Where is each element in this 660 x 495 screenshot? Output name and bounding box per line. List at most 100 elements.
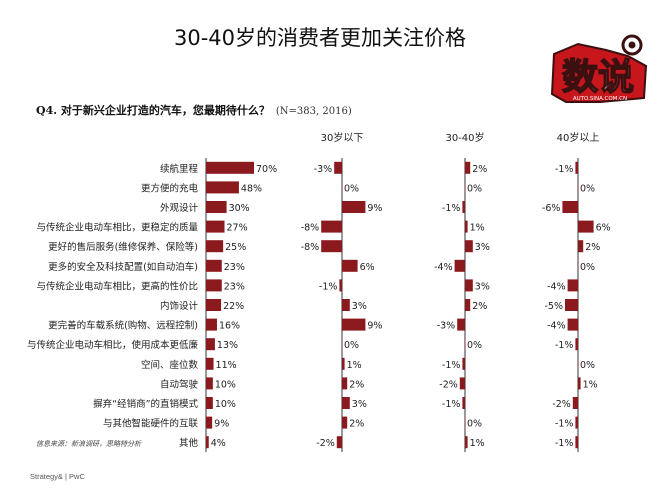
difference-value-label: 2% xyxy=(349,379,364,390)
difference-bar xyxy=(342,338,343,351)
overall-value-label: 23% xyxy=(224,281,245,292)
difference-value-label: -1% xyxy=(555,438,574,449)
difference-value-label: 0% xyxy=(467,183,482,194)
sample-size: (N=383, 2016) xyxy=(275,106,352,117)
difference-value-label: -8% xyxy=(301,223,320,234)
overall-bar xyxy=(206,357,214,370)
source-note: 信息来源：新浪调研，思略特分析 xyxy=(36,440,141,448)
category-label: 更方便的充电 xyxy=(141,182,199,194)
difference-bar xyxy=(465,240,473,253)
difference-value-label: 1% xyxy=(347,360,362,371)
difference-value-label: 0% xyxy=(580,183,595,194)
difference-bar xyxy=(578,220,594,233)
overall-bar xyxy=(206,240,224,253)
difference-bar xyxy=(339,279,342,292)
difference-bar xyxy=(342,299,350,311)
category-label: 更多的安全及科技配置(如自动泊车) xyxy=(48,261,198,273)
difference-value-label: 2% xyxy=(585,242,600,253)
difference-value-label: -4% xyxy=(547,321,566,332)
difference-value-label: -4% xyxy=(547,281,566,292)
overall-bar xyxy=(206,161,254,174)
category-label: 与传统企业电动车相比，更高的性价比 xyxy=(36,280,198,292)
difference-bar xyxy=(578,377,581,390)
overall-bar xyxy=(206,377,213,390)
difference-value-label: -1% xyxy=(442,360,461,371)
difference-value-label: 2% xyxy=(472,164,487,175)
overall-bar xyxy=(206,436,209,449)
difference-value-label: 2% xyxy=(349,419,364,430)
difference-value-label: 0% xyxy=(580,360,595,371)
difference-value-label: -1% xyxy=(555,419,574,430)
overall-value-label: 16% xyxy=(219,321,240,332)
difference-bar xyxy=(342,201,366,213)
difference-value-label: 9% xyxy=(367,321,382,332)
difference-bar xyxy=(334,161,342,174)
category-label: 与其他智能硬件的互联 xyxy=(103,418,199,430)
difference-value-label: -1% xyxy=(319,281,338,292)
difference-value-label: 3% xyxy=(352,301,367,312)
category-label: 自动驾驶 xyxy=(160,378,199,390)
difference-bar xyxy=(572,397,578,409)
difference-bar xyxy=(575,416,578,429)
category-label: 外观设计 xyxy=(160,202,199,214)
slide-title: 30-40岁的消费者更加关注价格 xyxy=(173,26,467,50)
category-label: 与传统企业电动车相比，使用成本更低廉 xyxy=(27,339,199,351)
survey-question: Q4. 对于新兴企业打造的汽车，您最期待什么？ (N=383, 2016) xyxy=(36,102,352,118)
overall-bar xyxy=(206,201,227,213)
overall-bar xyxy=(206,397,213,409)
difference-value-label: -4% xyxy=(434,262,453,273)
difference-bar xyxy=(578,181,579,194)
footer-brand: Strategy& | PwC xyxy=(30,472,85,481)
age-group-header: 30岁以下 xyxy=(321,131,364,144)
difference-bar xyxy=(342,416,348,429)
difference-value-label: 1% xyxy=(583,379,598,390)
difference-bar xyxy=(342,397,350,409)
difference-bar xyxy=(578,259,579,272)
difference-bar xyxy=(565,299,578,311)
difference-value-label: 0% xyxy=(344,183,359,194)
difference-value-label: 1% xyxy=(470,223,485,234)
difference-bar xyxy=(575,338,578,351)
difference-value-label: 6% xyxy=(360,262,375,273)
difference-bar xyxy=(462,201,465,213)
difference-value-label: 2% xyxy=(472,301,487,312)
difference-bar xyxy=(342,318,366,331)
overall-value-label: 22% xyxy=(223,301,244,312)
difference-value-label: 0% xyxy=(344,340,359,351)
age-group-header: 40岁以上 xyxy=(557,131,600,144)
overall-value-label: 10% xyxy=(215,399,236,410)
difference-bar xyxy=(457,318,465,331)
overall-value-label: 23% xyxy=(224,262,245,273)
difference-bar xyxy=(465,181,466,194)
difference-bar xyxy=(321,240,342,253)
category-label: 内饰设计 xyxy=(160,300,199,312)
difference-value-label: 3% xyxy=(475,242,490,253)
difference-bar xyxy=(578,357,579,370)
overall-value-label: 30% xyxy=(229,203,250,214)
difference-bar xyxy=(342,181,343,194)
overall-value-label: 13% xyxy=(217,340,238,351)
difference-bar xyxy=(459,377,465,390)
overall-value-label: 4% xyxy=(211,438,226,449)
overall-bar xyxy=(206,279,222,292)
overall-value-label: 48% xyxy=(241,183,262,194)
logo-text: 数说 xyxy=(562,57,634,98)
category-label: 其他 xyxy=(179,437,199,449)
difference-value-label: 0% xyxy=(580,262,595,273)
difference-bar xyxy=(578,240,584,253)
difference-value-label: -2% xyxy=(439,379,458,390)
overall-bar xyxy=(206,259,222,272)
difference-value-label: 3% xyxy=(352,399,367,410)
category-label: 与传统企业电动车相比，更稳定的质量 xyxy=(36,222,198,234)
difference-value-label: 1% xyxy=(470,438,485,449)
difference-value-label: -5% xyxy=(545,301,564,312)
difference-bar xyxy=(462,397,465,409)
overall-value-label: 10% xyxy=(215,379,236,390)
difference-value-label: -1% xyxy=(555,164,574,175)
difference-value-label: 0% xyxy=(467,340,482,351)
difference-value-label: -6% xyxy=(542,203,561,214)
overall-value-label: 70% xyxy=(256,164,277,175)
difference-bar xyxy=(462,357,465,370)
difference-bar xyxy=(465,299,471,311)
